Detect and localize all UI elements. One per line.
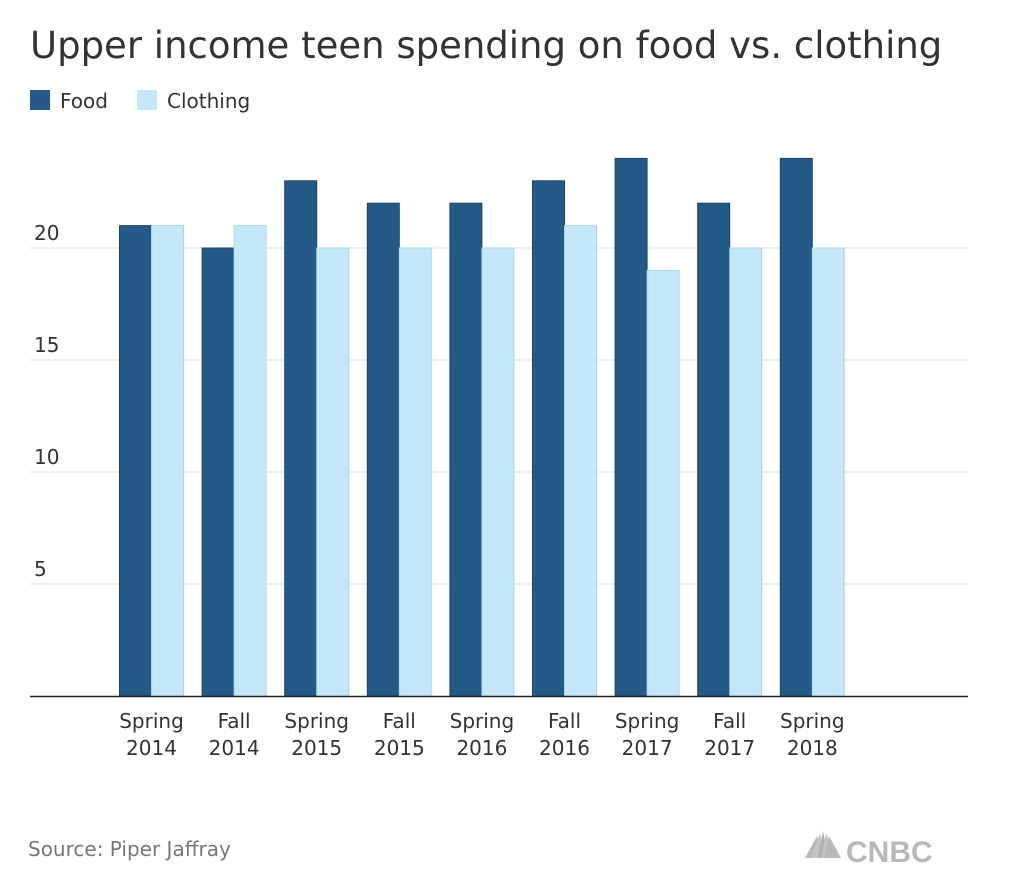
bar-clothing [316, 247, 350, 697]
x-axis-ticks: Spring 2014 Fall 2014 Spring 2015 Fall 2015 Spri… [119, 709, 844, 760]
y-axis-ticks: 5 10 15 20 [34, 221, 59, 581]
bar-clothing [729, 247, 763, 697]
x-tick-label: Spring [615, 709, 680, 733]
x-tick-label: 2017 [622, 736, 673, 760]
x-tick-label: Spring [284, 709, 349, 733]
x-tick-label: Fall [383, 709, 416, 733]
x-tick-label: Spring [450, 709, 515, 733]
bar-clothing [398, 247, 432, 697]
x-tick-label: 2018 [787, 736, 838, 760]
legend-item-food: Food [30, 89, 108, 113]
bar-food [449, 202, 483, 697]
bar-food [532, 180, 565, 697]
x-tick-label: Fall [713, 709, 746, 733]
bar-clothing [481, 247, 515, 697]
bars [119, 157, 845, 697]
x-tick-label: 2014 [209, 736, 260, 760]
y-tick-label: 5 [34, 557, 47, 581]
bar-food [614, 157, 648, 697]
bar-clothing [811, 247, 845, 697]
x-tick-label: 2015 [291, 736, 342, 760]
source-note: Source: Piper Jaffray [28, 837, 231, 861]
legend-swatch-clothing [137, 90, 157, 110]
cnbc-logo: CNBC [805, 831, 933, 869]
x-tick-label: Spring [780, 709, 845, 733]
x-tick-label: 2014 [126, 736, 177, 760]
x-tick-label: Fall [548, 709, 581, 733]
bar-food [119, 225, 152, 697]
legend-label-clothing: Clothing [167, 89, 250, 113]
bar-clothing [233, 225, 267, 697]
legend-label-food: Food [60, 89, 108, 113]
y-tick-label: 20 [34, 221, 59, 245]
x-tick-label: 2016 [456, 736, 507, 760]
legend-swatch-food [30, 90, 50, 110]
x-tick-label: 2016 [539, 736, 590, 760]
x-tick-label: 2017 [704, 736, 755, 760]
bar-food [284, 180, 318, 697]
x-tick-label: Fall [218, 709, 251, 733]
bar-food [697, 202, 731, 697]
bar-clothing [151, 225, 184, 697]
bar-food [201, 247, 235, 697]
bar-clothing [646, 269, 680, 697]
bar-clothing [564, 225, 597, 697]
y-tick-label: 15 [34, 333, 59, 357]
x-tick-label: Spring [119, 709, 184, 733]
peacock-icon [805, 831, 841, 858]
logo-text: CNBC [846, 836, 933, 869]
bar-food [779, 157, 813, 697]
bar-food [366, 202, 400, 697]
chart-title: Upper income teen spending on food vs. c… [30, 24, 942, 67]
legend: Food Clothing [30, 89, 250, 113]
legend-item-clothing: Clothing [137, 89, 250, 113]
y-tick-label: 10 [34, 445, 59, 469]
x-tick-label: 2015 [374, 736, 425, 760]
